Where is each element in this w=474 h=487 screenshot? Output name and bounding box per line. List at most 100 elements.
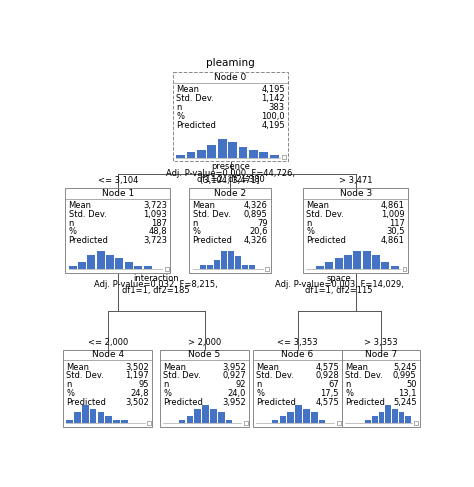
Bar	[65, 188, 170, 273]
Text: 3,502: 3,502	[126, 362, 149, 372]
Text: 17,5: 17,5	[320, 389, 339, 398]
Text: Mean: Mean	[307, 201, 329, 210]
Bar	[179, 420, 185, 423]
Bar	[253, 350, 342, 427]
Text: 5,245: 5,245	[393, 362, 417, 372]
Bar	[226, 420, 232, 423]
Text: 4,326: 4,326	[244, 236, 268, 245]
Bar	[363, 251, 371, 269]
Bar	[249, 150, 258, 158]
Text: n: n	[163, 380, 168, 389]
Text: 1,009: 1,009	[381, 210, 405, 219]
Bar	[147, 421, 151, 425]
Text: 3,723: 3,723	[143, 201, 167, 210]
Text: Std. Dev.: Std. Dev.	[176, 94, 214, 103]
Text: 383: 383	[269, 103, 285, 112]
Bar	[87, 255, 95, 269]
Bar	[319, 420, 325, 423]
Text: 48,8: 48,8	[148, 227, 167, 236]
Bar	[265, 267, 269, 271]
Text: %: %	[163, 389, 171, 398]
Bar	[74, 412, 81, 423]
Text: 3,723: 3,723	[143, 236, 167, 245]
Text: Predicted: Predicted	[176, 121, 216, 130]
Text: n: n	[176, 103, 182, 112]
Bar	[391, 266, 399, 269]
Bar	[98, 412, 104, 423]
Bar	[353, 251, 361, 269]
Bar	[280, 416, 286, 423]
Bar	[295, 405, 302, 423]
Text: (3,104, 3,471]: (3,104, 3,471]	[201, 176, 260, 186]
Text: Node 4: Node 4	[91, 350, 124, 359]
Text: n: n	[256, 380, 262, 389]
Text: 3,952: 3,952	[222, 362, 246, 372]
Text: %: %	[192, 227, 201, 236]
Bar	[325, 262, 333, 269]
Text: Mean: Mean	[66, 362, 89, 372]
Text: %: %	[256, 389, 264, 398]
Text: df1=2, df2=380: df1=2, df2=380	[197, 175, 264, 184]
Text: Node 6: Node 6	[282, 350, 314, 359]
Bar	[402, 267, 406, 271]
Bar	[399, 412, 404, 423]
Text: 0,895: 0,895	[244, 210, 268, 219]
Bar	[272, 420, 278, 423]
Text: 20,6: 20,6	[249, 227, 268, 236]
Text: %: %	[307, 227, 314, 236]
Text: Mean: Mean	[69, 201, 91, 210]
Bar	[187, 416, 193, 423]
Bar	[372, 416, 378, 423]
Text: Mean: Mean	[192, 201, 216, 210]
Text: Adj. P-value=0,032, F=8,215,: Adj. P-value=0,032, F=8,215,	[94, 280, 218, 289]
Bar	[385, 405, 391, 423]
Text: 3,952: 3,952	[222, 398, 246, 407]
Bar	[97, 251, 105, 269]
Text: 100,0: 100,0	[261, 112, 285, 121]
Text: Adj. P-value=0,003, F=14,029,: Adj. P-value=0,003, F=14,029,	[275, 280, 404, 289]
Bar	[249, 265, 255, 269]
Bar	[144, 266, 152, 269]
Bar	[342, 350, 419, 427]
Bar	[197, 150, 206, 158]
Bar	[365, 420, 371, 423]
Bar	[210, 409, 217, 423]
Text: 95: 95	[139, 380, 149, 389]
Bar	[214, 260, 220, 269]
Text: n: n	[345, 380, 351, 389]
Text: Mean: Mean	[176, 85, 199, 94]
Text: n: n	[307, 219, 312, 227]
Bar	[78, 262, 86, 269]
Text: 30,5: 30,5	[386, 227, 405, 236]
Text: 5,245: 5,245	[393, 398, 417, 407]
Text: > 3,353: > 3,353	[364, 338, 398, 347]
Bar	[190, 188, 271, 273]
Text: Node 3: Node 3	[339, 188, 372, 198]
Text: Predicted: Predicted	[256, 398, 296, 407]
Text: %: %	[69, 227, 76, 236]
Text: Std. Dev.: Std. Dev.	[163, 372, 201, 380]
Text: space: space	[327, 274, 352, 283]
Text: 117: 117	[389, 219, 405, 227]
Text: 50: 50	[406, 380, 417, 389]
Bar	[221, 251, 227, 269]
Text: Std. Dev.: Std. Dev.	[256, 372, 294, 380]
Text: 187: 187	[151, 219, 167, 227]
Bar	[207, 265, 213, 269]
Text: %: %	[66, 389, 74, 398]
Text: Node 1: Node 1	[101, 188, 134, 198]
Text: Mean: Mean	[256, 362, 279, 372]
Text: df1=1, df2=115: df1=1, df2=115	[305, 286, 373, 295]
Bar	[113, 420, 120, 423]
Text: 1,142: 1,142	[261, 94, 285, 103]
Text: %: %	[345, 389, 353, 398]
Text: 4,575: 4,575	[315, 398, 339, 407]
Text: Predicted: Predicted	[192, 236, 232, 245]
Bar	[316, 266, 324, 269]
Text: 79: 79	[257, 219, 268, 227]
Bar	[66, 420, 73, 423]
Text: Mean: Mean	[163, 362, 186, 372]
Text: 1,197: 1,197	[126, 372, 149, 380]
Bar	[90, 409, 96, 423]
Text: Node 7: Node 7	[365, 350, 397, 359]
